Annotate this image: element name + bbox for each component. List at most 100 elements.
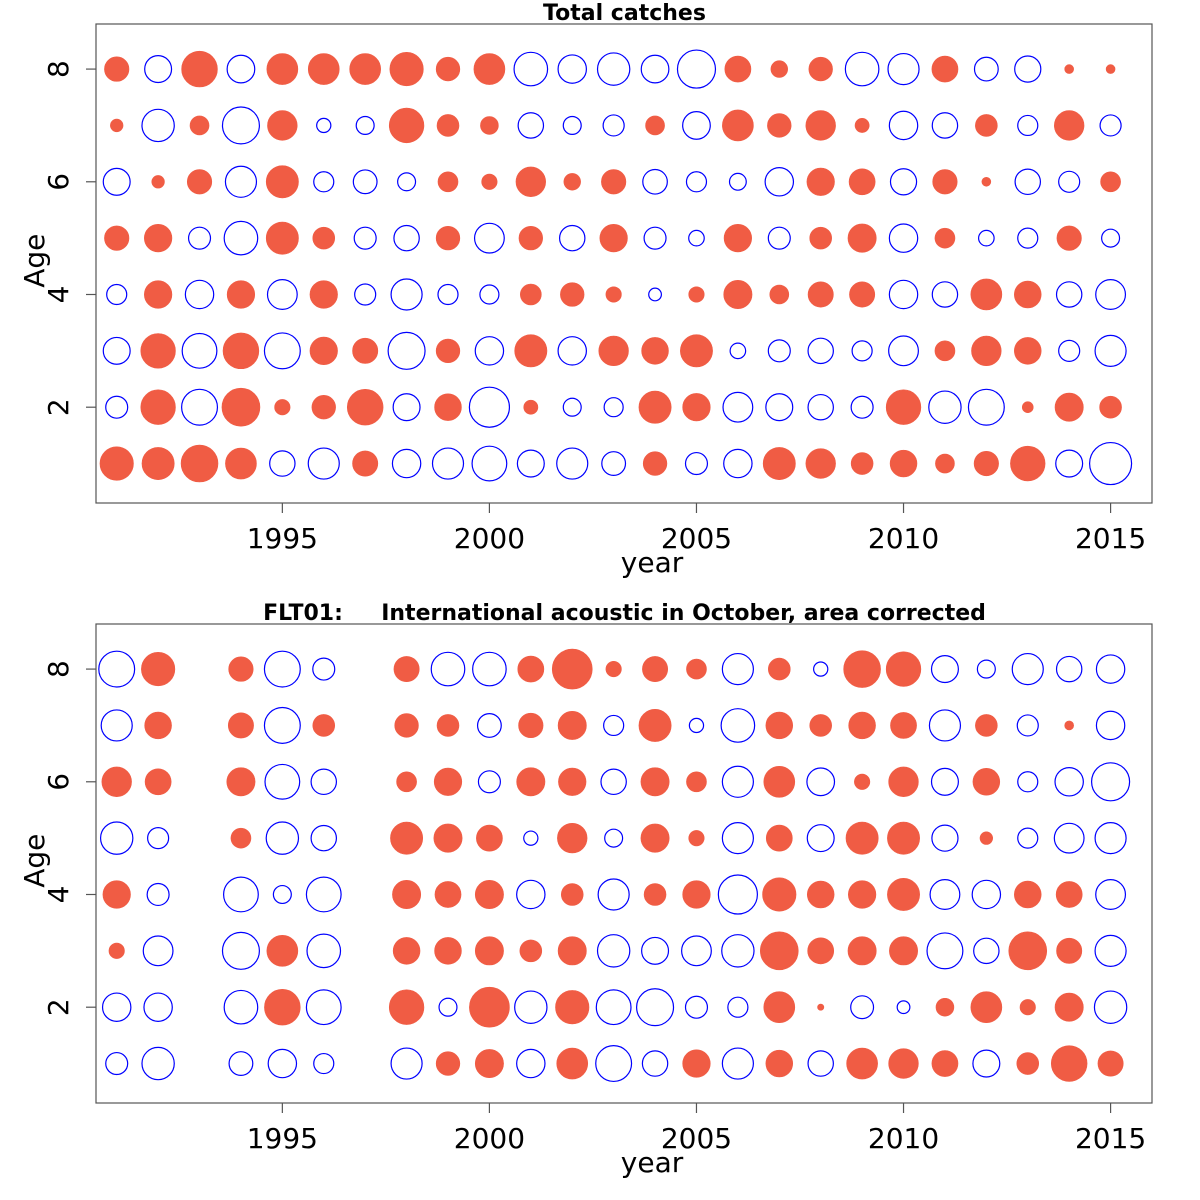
- bubble-positive: [642, 656, 669, 683]
- bubble-negative: [224, 165, 258, 198]
- bubble-positive: [266, 935, 299, 967]
- bubble-positive: [265, 221, 299, 255]
- bubble-positive: [934, 227, 956, 249]
- bubble-positive: [848, 880, 877, 909]
- bubble-negative: [223, 989, 259, 1025]
- bubble-negative: [931, 824, 959, 852]
- x-tick-label: 2000: [454, 522, 525, 555]
- bubble-positive: [645, 115, 665, 136]
- bubble-negative: [1099, 114, 1122, 137]
- bubble-negative: [1055, 449, 1084, 478]
- bubble-negative: [310, 824, 338, 852]
- bubble-positive: [723, 224, 752, 253]
- bubble-positive: [141, 447, 175, 480]
- bubble-negative: [100, 709, 133, 742]
- bubble-negative: [976, 659, 996, 679]
- bubble-positive: [110, 118, 124, 133]
- bubble-positive: [434, 881, 462, 908]
- bubble-negative: [1093, 990, 1128, 1024]
- bubble-positive: [523, 399, 539, 415]
- bubble-positive: [682, 393, 711, 422]
- bubble-negative: [720, 708, 756, 743]
- bubble-positive: [274, 399, 291, 416]
- bubble-negative: [187, 226, 212, 250]
- x-tick-label: 2015: [1075, 1122, 1146, 1155]
- bubble-positive: [221, 387, 261, 427]
- bubble-positive: [563, 173, 581, 191]
- bubble-negative: [850, 995, 875, 1020]
- bubble-positive: [807, 281, 834, 308]
- bubble-positive: [307, 53, 340, 85]
- bubble-positive: [932, 169, 958, 195]
- y-tick-label: 6: [42, 173, 75, 191]
- bubble-negative: [977, 229, 995, 247]
- bubble-positive: [643, 883, 667, 906]
- bubble-positive: [226, 280, 256, 309]
- bubble-positive: [514, 334, 548, 368]
- bubble-positive: [843, 650, 881, 688]
- bubble-negative: [181, 332, 218, 369]
- bubble-positive: [108, 942, 125, 959]
- bubble-negative: [767, 339, 791, 363]
- bubble-negative: [721, 652, 754, 686]
- bubble-negative: [1094, 934, 1127, 967]
- bubble-positive: [598, 335, 629, 367]
- bubble-positive: [885, 651, 922, 687]
- bubble-positive: [1019, 999, 1036, 1016]
- bubble-negative: [676, 49, 717, 89]
- x-axis-label: year: [621, 1146, 684, 1179]
- bubble-positive: [393, 656, 420, 683]
- plot-frame: [95, 623, 1153, 1104]
- bubble-negative: [681, 935, 712, 967]
- bubble-positive: [309, 280, 338, 309]
- bubble-negative: [688, 229, 705, 247]
- bubble-positive: [605, 661, 622, 678]
- bubble-positive: [601, 169, 627, 195]
- bubble-negative: [721, 1047, 754, 1080]
- bubble-negative: [887, 52, 920, 86]
- bubble-negative: [1094, 822, 1127, 855]
- bubble-positive: [473, 53, 506, 85]
- bubble-negative: [468, 386, 511, 428]
- bubble-positive: [560, 282, 585, 307]
- bubble-negative: [313, 1052, 335, 1075]
- bubble-negative: [101, 992, 132, 1022]
- bubble-positive: [763, 765, 796, 798]
- bubble-positive: [765, 1049, 794, 1078]
- bubble-positive: [433, 767, 463, 796]
- bubble-positive: [1050, 1045, 1088, 1082]
- bubble-positive: [806, 167, 835, 196]
- bubble-negative: [1055, 281, 1083, 308]
- bubble-positive: [1054, 392, 1084, 422]
- bubble-negative: [390, 278, 423, 311]
- bubble-negative: [517, 112, 545, 139]
- bubble-positive: [433, 823, 463, 853]
- bubble-positive: [763, 991, 796, 1024]
- bubble-negative: [1017, 114, 1039, 137]
- bubble-negative: [181, 388, 219, 426]
- bubble-negative: [1055, 655, 1083, 683]
- bubble-negative: [1053, 822, 1085, 854]
- y-tick-label: 2: [42, 398, 75, 416]
- bubble-positive: [680, 334, 713, 368]
- bubble-positive: [266, 53, 299, 85]
- bubble-negative: [102, 167, 131, 196]
- bubble-positive: [396, 771, 417, 793]
- bubble-positive: [638, 390, 672, 424]
- bubble-positive: [599, 224, 628, 253]
- bubble-positive: [227, 712, 254, 739]
- bubble-negative: [1016, 714, 1039, 737]
- bubble-positive: [759, 931, 799, 971]
- bubble-positive: [807, 937, 835, 965]
- bubble-negative: [265, 821, 300, 855]
- bubble-positive: [688, 830, 705, 847]
- bubble-negative: [851, 340, 873, 362]
- bubble-negative: [562, 397, 582, 417]
- bubble-positive: [144, 280, 173, 309]
- bubble-negative: [305, 876, 342, 913]
- bubble-positive: [517, 655, 545, 683]
- y-axis-label: Age: [18, 234, 51, 288]
- bubble-negative: [1017, 771, 1039, 793]
- bubble-positive: [144, 224, 173, 253]
- bubble-negative: [727, 996, 749, 1018]
